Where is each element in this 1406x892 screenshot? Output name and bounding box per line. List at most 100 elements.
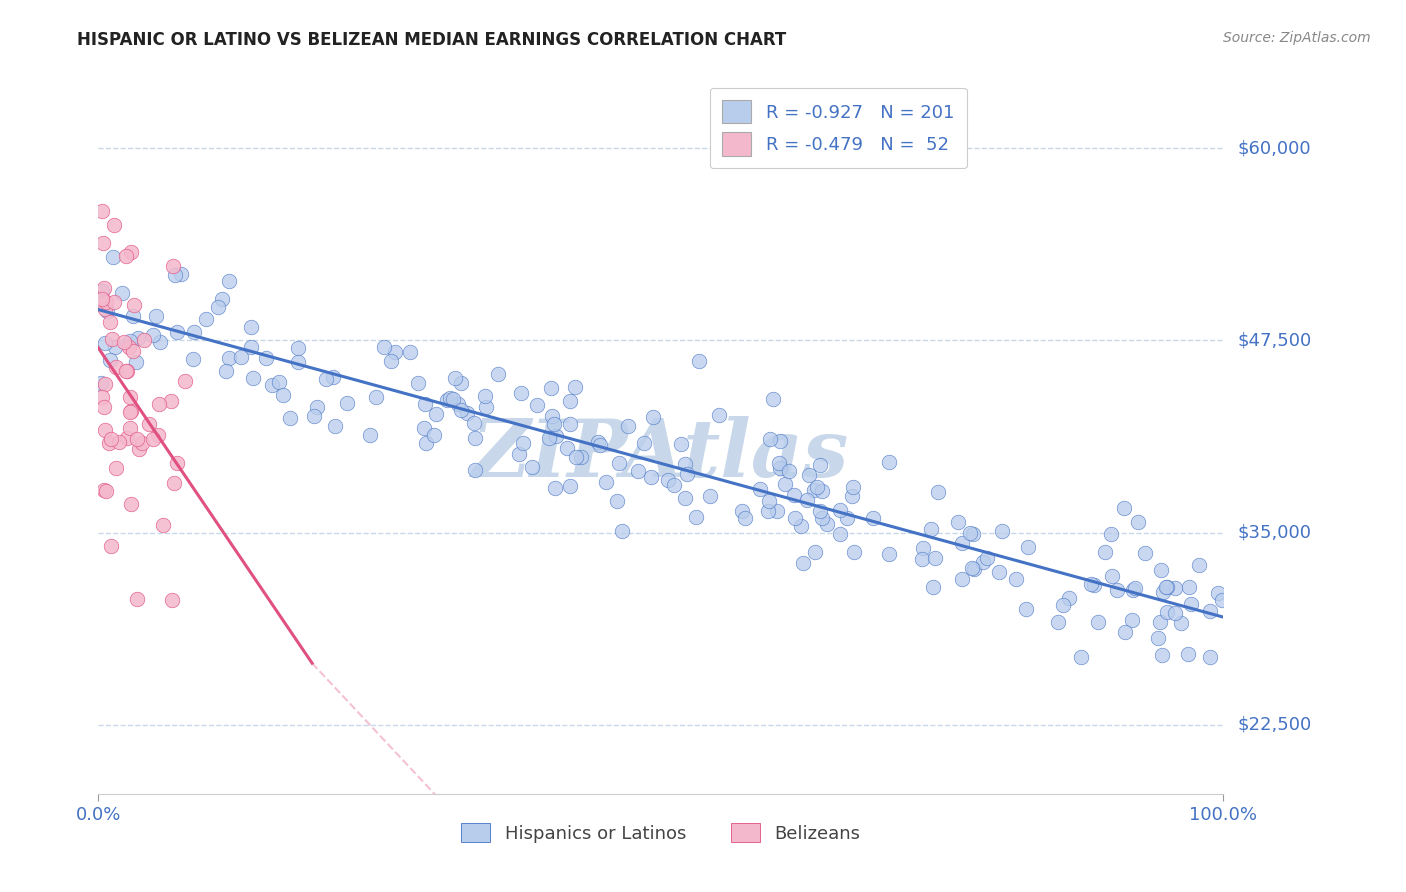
- Point: [114, 249, 136, 263]
- Point: [709, 408, 731, 422]
- Point: [1122, 582, 1144, 597]
- Point: [796, 492, 818, 507]
- Point: [1005, 572, 1028, 586]
- Point: [145, 309, 167, 323]
- Point: [413, 397, 436, 411]
- Point: [673, 491, 696, 506]
- Point: [627, 464, 650, 478]
- Text: ZIPAtlas: ZIPAtlas: [472, 416, 849, 493]
- Point: [242, 371, 264, 385]
- Point: [93, 483, 115, 498]
- Point: [1150, 563, 1173, 577]
- Point: [1105, 583, 1128, 598]
- Point: [93, 400, 115, 414]
- Point: [120, 404, 142, 418]
- Point: [436, 393, 458, 408]
- Point: [170, 267, 193, 281]
- Text: $47,500: $47,500: [1237, 332, 1312, 350]
- Point: [108, 434, 131, 449]
- Point: [1156, 605, 1178, 619]
- Point: [685, 509, 707, 524]
- Point: [1177, 581, 1199, 595]
- Point: [100, 433, 122, 447]
- Point: [118, 390, 141, 404]
- Point: [1114, 625, 1136, 640]
- Point: [609, 457, 631, 471]
- Point: [538, 431, 561, 445]
- Point: [93, 423, 115, 437]
- Point: [96, 483, 118, 498]
- Point: [1156, 580, 1178, 594]
- Point: [120, 420, 142, 434]
- Point: [302, 409, 325, 424]
- Point: [117, 431, 139, 445]
- Point: [211, 292, 233, 306]
- Point: [558, 417, 581, 431]
- Point: [569, 450, 592, 464]
- Point: [160, 393, 183, 408]
- Point: [758, 494, 780, 508]
- Point: [960, 561, 983, 575]
- Point: [586, 435, 609, 450]
- Point: [991, 524, 1014, 538]
- Point: [962, 527, 984, 541]
- Point: [768, 456, 790, 470]
- Point: [808, 458, 831, 472]
- Point: [100, 539, 122, 553]
- Point: [260, 377, 283, 392]
- Point: [950, 536, 973, 550]
- Point: [830, 503, 852, 517]
- Point: [486, 368, 509, 382]
- Point: [207, 300, 229, 314]
- Point: [808, 504, 831, 518]
- Point: [842, 480, 865, 494]
- Point: [125, 355, 148, 369]
- Point: [218, 274, 240, 288]
- Point: [94, 377, 117, 392]
- Point: [959, 525, 981, 540]
- Point: [589, 438, 612, 452]
- Point: [166, 456, 188, 470]
- Point: [91, 292, 114, 306]
- Point: [127, 432, 149, 446]
- Point: [183, 325, 205, 339]
- Point: [1135, 546, 1157, 560]
- Point: [174, 374, 197, 388]
- Point: [544, 429, 567, 443]
- Point: [464, 431, 486, 445]
- Point: [1156, 580, 1178, 594]
- Point: [835, 510, 858, 524]
- Point: [922, 580, 945, 594]
- Point: [138, 417, 160, 431]
- Point: [91, 284, 114, 298]
- Point: [278, 411, 301, 425]
- Point: [1126, 515, 1149, 529]
- Point: [610, 524, 633, 538]
- Point: [783, 488, 806, 502]
- Point: [811, 511, 834, 525]
- Point: [877, 547, 900, 561]
- Point: [662, 478, 685, 492]
- Point: [181, 352, 204, 367]
- Point: [1123, 582, 1146, 596]
- Point: [543, 417, 565, 431]
- Point: [544, 481, 567, 495]
- Point: [734, 510, 756, 524]
- Point: [1199, 604, 1222, 618]
- Point: [98, 315, 121, 329]
- Point: [988, 566, 1011, 580]
- Point: [142, 432, 165, 446]
- Point: [364, 390, 387, 404]
- Point: [617, 418, 640, 433]
- Point: [1170, 615, 1192, 630]
- Point: [1015, 602, 1038, 616]
- Point: [163, 268, 186, 283]
- Point: [120, 498, 142, 512]
- Point: [920, 522, 942, 536]
- Point: [1101, 568, 1123, 582]
- Point: [1152, 585, 1174, 599]
- Point: [606, 494, 628, 508]
- Point: [104, 359, 127, 374]
- Point: [439, 391, 461, 405]
- Point: [315, 372, 337, 386]
